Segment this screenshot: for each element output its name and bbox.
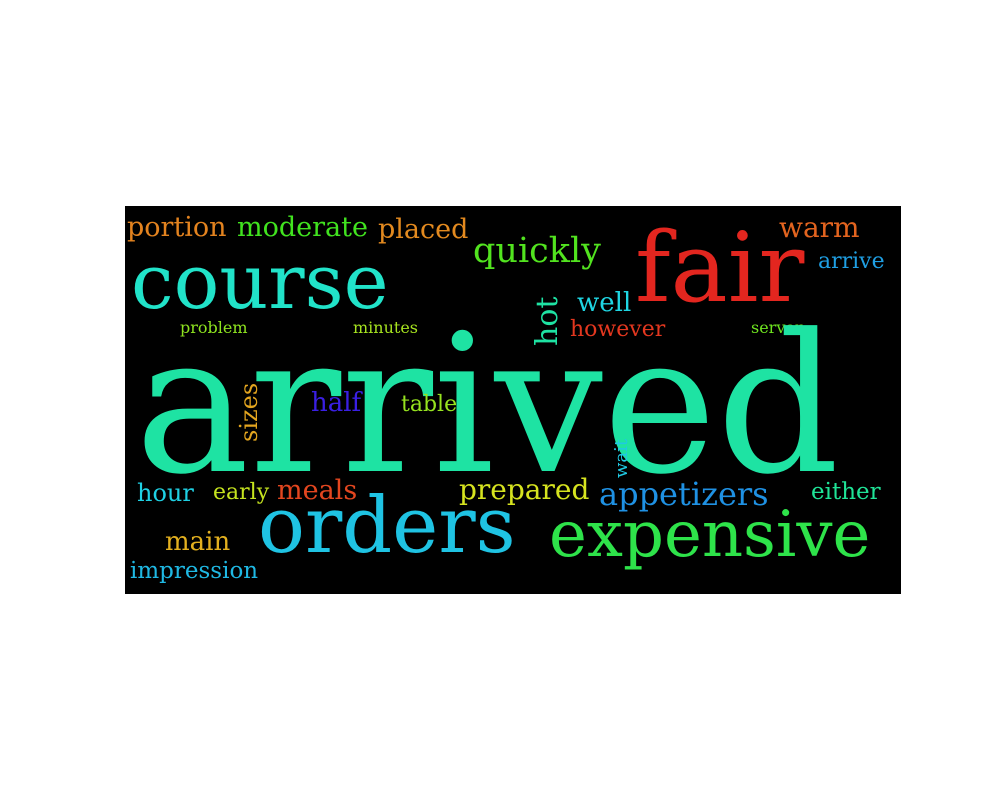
word-course: course (131, 237, 389, 326)
word-cloud: portion moderate placed course quickly f… (125, 206, 901, 594)
word-wait: wait (611, 438, 632, 478)
word-hour: hour (137, 479, 194, 507)
word-arrive: arrive (818, 249, 885, 274)
word-appetizers: appetizers (599, 475, 769, 513)
word-warm: warm (779, 211, 860, 244)
word-portion: portion (127, 212, 227, 243)
word-problem: problem (180, 318, 248, 337)
word-table: table (401, 392, 458, 417)
word-however: however (570, 317, 666, 342)
word-orders: orders (258, 481, 516, 571)
word-prepared: prepared (459, 473, 590, 506)
word-early: early (213, 480, 270, 505)
word-arrived: arrived (135, 294, 840, 517)
word-fair: fair (635, 212, 805, 324)
word-quickly: quickly (473, 231, 601, 271)
word-minutes: minutes (353, 318, 419, 337)
word-server: server (751, 318, 803, 337)
word-half: half (311, 388, 362, 418)
word-placed: placed (378, 214, 469, 245)
word-impression: impression (130, 558, 259, 584)
word-main: main (165, 527, 231, 557)
word-sizes: sizes (235, 382, 263, 442)
word-meals: meals (277, 475, 358, 506)
word-either: either (811, 479, 881, 505)
word-moderate: moderate (237, 212, 368, 243)
word-expensive: expensive (549, 498, 871, 572)
word-well: well (577, 288, 632, 318)
